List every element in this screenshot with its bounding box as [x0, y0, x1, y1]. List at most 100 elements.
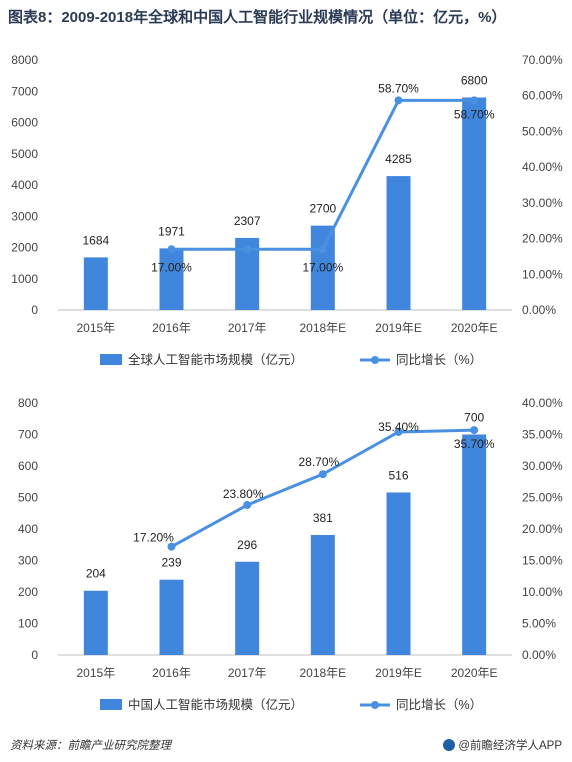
growth-value-label: 58.70% — [454, 107, 495, 121]
right-axis-tick-label: 20.00% — [522, 232, 563, 246]
left-axis-tick-label: 400 — [18, 522, 38, 536]
growth-line — [170, 428, 475, 548]
bar-value-label: 296 — [237, 538, 257, 552]
legend-line-label: 同比增长（%） — [396, 697, 482, 712]
bar — [310, 225, 335, 310]
legend-bar-swatch — [100, 699, 122, 710]
x-axis-tick-label: 2017年 — [228, 666, 267, 680]
left-axis-tick-label: 500 — [18, 491, 38, 505]
x-axis-tick-label: 2015年 — [76, 321, 115, 335]
bar — [310, 534, 335, 655]
right-axis-tick-label: 30.00% — [522, 196, 563, 210]
right-axis-tick-label: 10.00% — [522, 267, 563, 281]
left-axis-tick-label: 4000 — [11, 178, 38, 192]
left-axis-tick-label: 6000 — [11, 116, 38, 130]
x-axis-tick-label: 2018年E — [299, 666, 346, 680]
growth-point — [167, 542, 176, 551]
x-axis-tick-label: 2016年 — [152, 321, 191, 335]
right-axis-tick-label: 60.00% — [522, 89, 563, 103]
china-ai-market-chart: 0 100 200 300 400 500 600 700 800 0.00% 5.00% 10.00… — [18, 396, 563, 712]
bar-value-label: 2700 — [309, 202, 336, 216]
left-axis-tick-label: 600 — [18, 459, 38, 473]
bar — [386, 492, 411, 655]
right-axis-tick-label: 10.00% — [522, 585, 563, 599]
left-axis-tick-label: 300 — [18, 554, 38, 568]
footer: 资料来源：前瞻产业研究院整理 @前瞻经济学人APP — [0, 732, 572, 762]
right-axis-tick-label: 35.00% — [522, 428, 563, 442]
bar-value-label: 1971 — [158, 224, 185, 238]
growth-value-label: 28.70% — [298, 455, 339, 469]
left-axis-tick-label: 0 — [31, 648, 38, 662]
right-axis-tick-label: 70.00% — [522, 53, 563, 67]
growth-point — [318, 245, 327, 254]
right-axis-tick-label: 15.00% — [522, 554, 563, 568]
bar-value-label: 6800 — [461, 74, 488, 88]
page-title: 图表8：2009-2018年全球和中国人工智能行业规模情况（单位：亿元，%） — [8, 9, 507, 26]
bar — [159, 248, 184, 310]
x-axis-tick-label: 2016年 — [152, 666, 191, 680]
left-axis-tick-label: 700 — [18, 428, 38, 442]
growth-point — [243, 501, 252, 510]
bar-value-label: 516 — [388, 468, 408, 482]
right-axis-tick-label: 25.00% — [522, 491, 563, 505]
growth-value-label: 35.70% — [454, 437, 495, 451]
left-axis-tick-label: 1000 — [11, 272, 38, 286]
growth-value-label: 35.40% — [378, 420, 419, 434]
brand-logo-icon — [443, 739, 456, 751]
legend-bar-label: 中国人工智能市场规模（亿元） — [128, 697, 303, 712]
growth-value-label: 17.00% — [302, 260, 343, 274]
bar-value-label: 204 — [86, 567, 106, 581]
legend-line-label: 同比增长（%） — [396, 352, 482, 367]
brand-label: @前瞻经济学人APP — [458, 740, 562, 752]
left-axis-tick-label: 5000 — [11, 147, 38, 161]
left-axis-tick-label: 800 — [18, 396, 38, 410]
bar — [386, 176, 411, 310]
brand-credit: @前瞻经济学人APP — [443, 737, 562, 753]
bar — [83, 590, 108, 655]
growth-value-label: 17.00% — [151, 260, 192, 274]
x-axis-tick-label: 2020年E — [451, 666, 498, 680]
left-axis-tick-label: 200 — [18, 585, 38, 599]
legend-bar-label: 全球人工智能市场规模（亿元） — [128, 352, 303, 367]
growth-point — [394, 427, 403, 436]
left-axis-tick-label: 8000 — [11, 53, 38, 67]
bar-value-label: 700 — [464, 411, 484, 425]
global-ai-market-chart: 0 1000 2000 3000 4000 5000 6000 7000 8000 0.00% 10… — [11, 53, 563, 367]
bar — [462, 97, 487, 310]
growth-point — [318, 470, 327, 479]
growth-value-label: 58.70% — [378, 81, 419, 95]
right-axis-tick-label: 0.00% — [522, 648, 556, 662]
bar-value-label: 239 — [161, 556, 181, 570]
bar-value-label: 1684 — [82, 233, 109, 247]
growth-point — [394, 96, 403, 105]
right-axis-tick-label: 30.00% — [522, 459, 563, 473]
x-axis-tick-label: 2019年E — [375, 666, 422, 680]
legend-line-marker — [371, 701, 379, 709]
right-axis-tick-label: 40.00% — [522, 160, 563, 174]
bar — [159, 579, 184, 655]
x-axis-tick-label: 2019年E — [375, 321, 422, 335]
bar — [462, 434, 487, 655]
growth-point — [167, 245, 176, 254]
left-axis-tick-label: 0 — [31, 303, 38, 317]
growth-point — [243, 245, 252, 254]
right-axis-tick-label: 5.00% — [522, 617, 556, 631]
right-axis-tick-label: 40.00% — [522, 396, 563, 410]
legend-line-marker — [371, 356, 379, 364]
x-axis-tick-label: 2015年 — [76, 666, 115, 680]
bar-value-label: 381 — [313, 511, 333, 525]
left-axis-tick-label: 2000 — [11, 241, 38, 255]
growth-point — [470, 96, 479, 105]
growth-point — [470, 426, 479, 435]
bar — [83, 257, 108, 310]
x-axis-tick-label: 2020年E — [451, 321, 498, 335]
growth-value-label: 17.20% — [133, 531, 174, 545]
x-axis-tick-label: 2017年 — [228, 321, 267, 335]
source-note: 资料来源：前瞻产业研究院整理 — [10, 740, 171, 752]
left-axis-tick-label: 7000 — [11, 84, 38, 98]
bar-value-label: 4285 — [385, 152, 412, 166]
bar — [235, 561, 260, 655]
right-axis-tick-label: 20.00% — [522, 522, 563, 536]
legend-bar-swatch — [100, 354, 122, 365]
growth-value-label: 23.80% — [223, 487, 264, 501]
